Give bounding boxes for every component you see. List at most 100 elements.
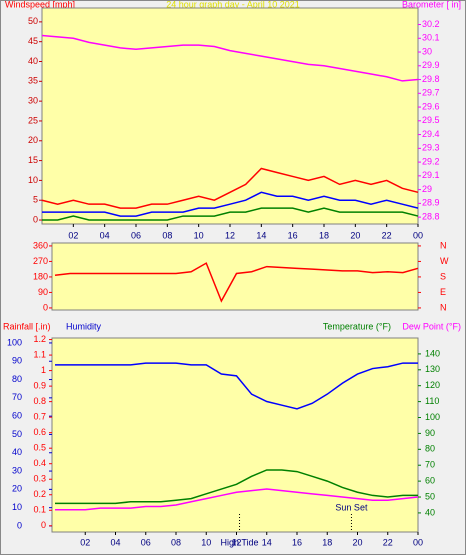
y2ticks-label: 29 bbox=[422, 184, 432, 194]
y3ticks-label: 0.9 bbox=[33, 380, 46, 390]
x-tick-label: 16 bbox=[288, 230, 298, 240]
x-tick-label: 04 bbox=[100, 230, 110, 240]
y2ticks-label: 29.8 bbox=[422, 74, 440, 84]
y3ticks-label: 1.2 bbox=[33, 334, 46, 344]
x-tick-label: 10 bbox=[201, 537, 211, 547]
x-tick-label: 12 bbox=[225, 230, 235, 240]
x-tick-label: 18 bbox=[322, 537, 332, 547]
plot-area bbox=[51, 337, 419, 533]
yticks-label: 15 bbox=[28, 155, 38, 165]
y-label: Windspeed [mph] bbox=[5, 0, 75, 9]
y2ticks-label: 29.4 bbox=[422, 129, 440, 139]
x-tick-label: 18 bbox=[319, 230, 329, 240]
y2ticks-label: 30.2 bbox=[422, 19, 440, 29]
yticks-label: 100 bbox=[7, 337, 22, 347]
y3ticks-label: 0.1 bbox=[33, 505, 46, 515]
y2ticks-label: 29.6 bbox=[422, 101, 440, 111]
y2ticks-label: 29.2 bbox=[422, 156, 440, 166]
yticks-label: 90 bbox=[12, 356, 22, 366]
yticks-label: 30 bbox=[12, 465, 22, 475]
y2ticks-label: 70 bbox=[425, 460, 435, 470]
yticks-label: 25 bbox=[28, 115, 38, 125]
y2ticks-label: 29.3 bbox=[422, 143, 440, 153]
x-tick-label: 02 bbox=[80, 537, 90, 547]
y2ticks-label: 29.1 bbox=[422, 170, 440, 180]
x-tick-label: 00 bbox=[413, 230, 423, 240]
y3ticks-label: 1 bbox=[41, 365, 46, 375]
yticks-label: 50 bbox=[28, 16, 38, 26]
y2ticks-label: 29.5 bbox=[422, 115, 440, 125]
x-tick-label: 08 bbox=[171, 537, 181, 547]
yticks-label: 50 bbox=[12, 429, 22, 439]
y2-label: Temperature (°F) bbox=[323, 321, 391, 331]
yticks-label: 90 bbox=[38, 287, 48, 297]
x-tick-label: 10 bbox=[194, 230, 204, 240]
y2-label: Barometer [ in] bbox=[402, 0, 461, 9]
y3ticks-label: 0.2 bbox=[33, 489, 46, 499]
y2ticks-label: 28.8 bbox=[422, 211, 440, 221]
yticks-label: 45 bbox=[28, 36, 38, 46]
yticks-label: 70 bbox=[12, 392, 22, 402]
y2ticks-label: 100 bbox=[425, 412, 440, 422]
annotation-label: High Tide bbox=[221, 537, 259, 547]
yticks-label: 0 bbox=[33, 214, 38, 224]
series-line bbox=[42, 207, 419, 221]
chart-title: 24 hour graph day - April 10 2021 bbox=[166, 0, 300, 9]
yticks-label: 10 bbox=[28, 175, 38, 185]
y2-label: Dew Point (°F) bbox=[402, 321, 461, 331]
y3ticks-label: 0.8 bbox=[33, 396, 46, 406]
x-tick-label: 20 bbox=[350, 230, 360, 240]
annotation-label: Sun Set bbox=[335, 502, 368, 512]
y3ticks-label: 0.7 bbox=[33, 412, 46, 422]
x-tick-label: 14 bbox=[262, 537, 272, 547]
y3ticks-label: 0.3 bbox=[33, 474, 46, 484]
yticks-label: 0 bbox=[17, 520, 22, 530]
yticks-label: 20 bbox=[28, 135, 38, 145]
x-tick-label: 04 bbox=[110, 537, 120, 547]
y2ticks-label: 29.7 bbox=[422, 88, 440, 98]
yticks-label: 10 bbox=[12, 502, 22, 512]
yticks-label: 180 bbox=[33, 271, 48, 281]
x-tick-label: 22 bbox=[383, 537, 393, 547]
series-line bbox=[55, 362, 418, 410]
plot-area bbox=[41, 7, 419, 225]
series-line bbox=[55, 469, 418, 505]
y2ticks-label: N bbox=[440, 302, 447, 312]
yticks-label: 360 bbox=[33, 240, 48, 250]
x-tick-label: 16 bbox=[292, 537, 302, 547]
y3ticks-label: 1.1 bbox=[33, 349, 46, 359]
y2ticks-label: 30.1 bbox=[422, 33, 440, 43]
series-line bbox=[41, 167, 419, 209]
yticks-label: 80 bbox=[12, 374, 22, 384]
y2ticks-label: 60 bbox=[425, 475, 435, 485]
y2ticks-label: 140 bbox=[425, 348, 440, 358]
y3ticks-label: 0.6 bbox=[33, 427, 46, 437]
series-line bbox=[55, 488, 419, 511]
x-tick-label: 14 bbox=[256, 230, 266, 240]
y-label: Humidity bbox=[66, 321, 102, 331]
y2ticks-label: 120 bbox=[425, 380, 440, 390]
y2ticks-label: 110 bbox=[425, 396, 439, 406]
series-line bbox=[42, 191, 419, 217]
x-tick-label: 08 bbox=[162, 230, 172, 240]
yticks-label: 0 bbox=[43, 302, 48, 312]
x-tick-label: 06 bbox=[131, 230, 141, 240]
y2ticks-label: 130 bbox=[425, 364, 440, 374]
y3ticks-label: 0.5 bbox=[33, 443, 46, 453]
x-tick-label: 06 bbox=[141, 537, 151, 547]
series-line bbox=[41, 34, 419, 82]
y2ticks-label: W bbox=[440, 256, 449, 266]
yticks-label: 30 bbox=[28, 96, 38, 106]
yticks-label: 40 bbox=[12, 447, 22, 457]
y3-label: Rainfall [.in) bbox=[3, 321, 51, 331]
x-tick-label: 12 bbox=[231, 537, 241, 547]
series-line bbox=[54, 262, 419, 303]
y2ticks-label: 28.9 bbox=[422, 198, 440, 208]
yticks-label: 5 bbox=[33, 195, 38, 205]
yticks-label: 270 bbox=[33, 256, 48, 266]
x-tick-label: 00 bbox=[413, 537, 423, 547]
y2ticks-label: E bbox=[440, 287, 446, 297]
x-tick-label: 20 bbox=[352, 537, 362, 547]
yticks-label: 40 bbox=[28, 56, 38, 66]
